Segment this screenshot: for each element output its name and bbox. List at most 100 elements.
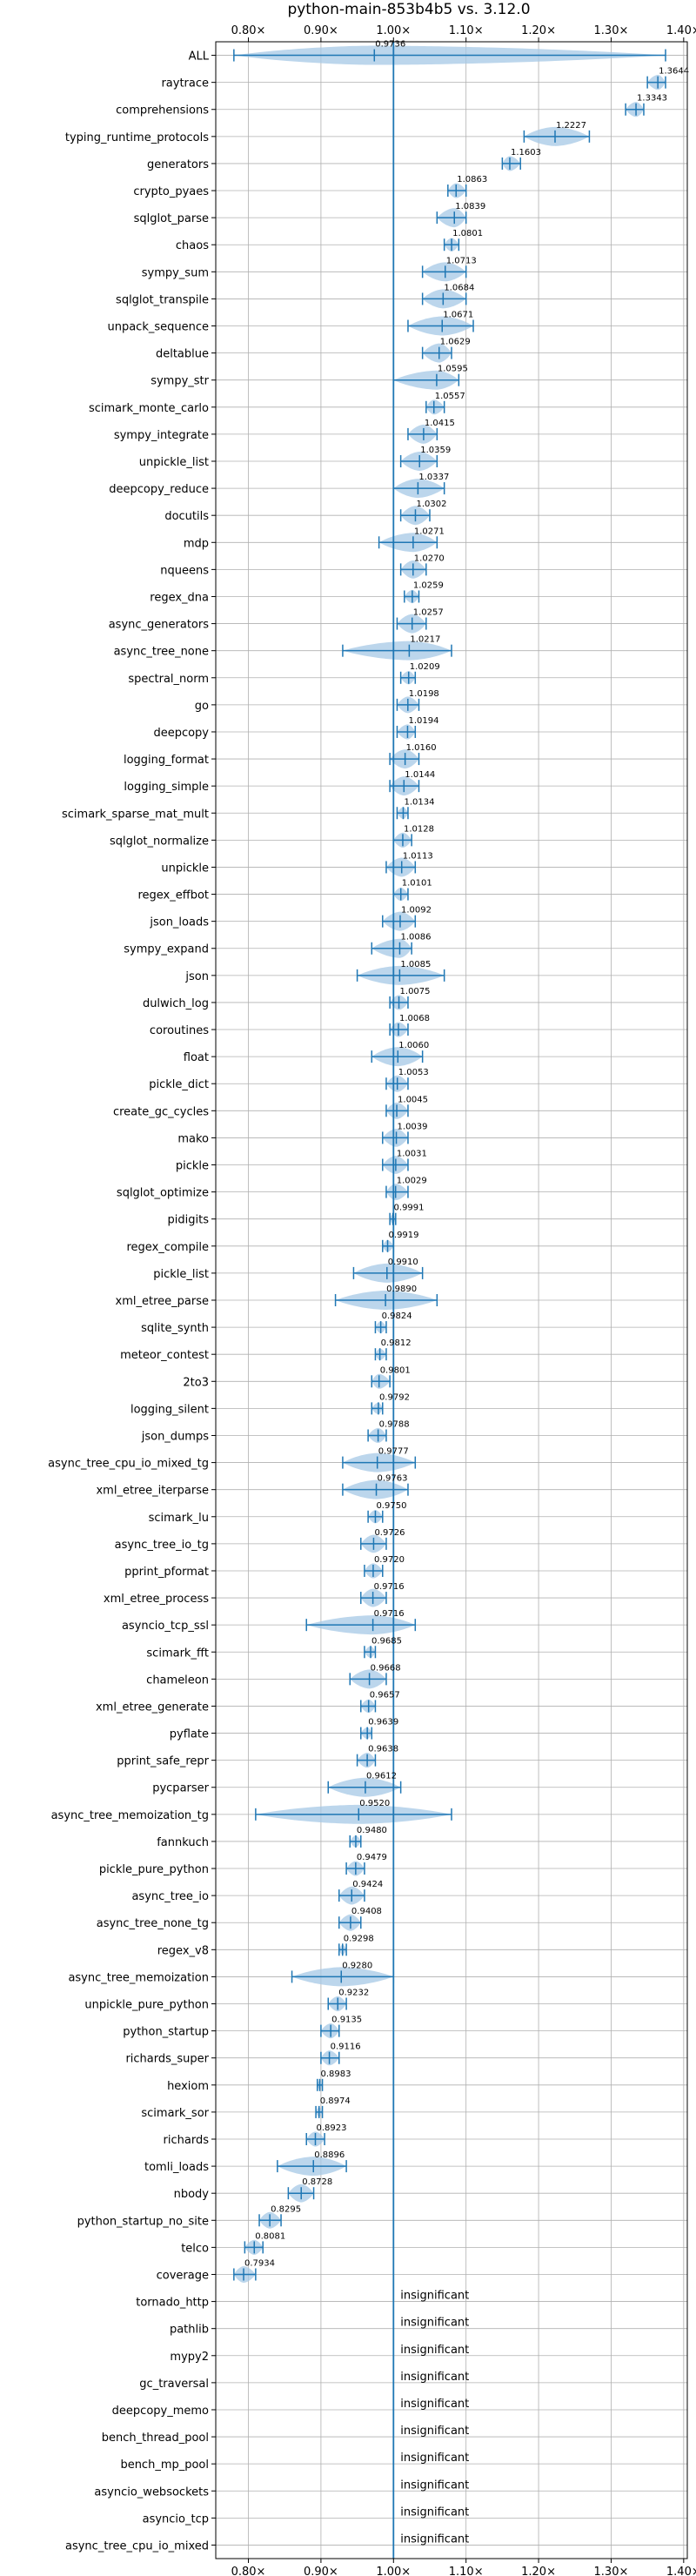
data-label: 0.9792 xyxy=(379,1392,410,1402)
plot-frame xyxy=(215,41,688,2559)
category-label: unpickle_list xyxy=(139,456,209,469)
category-label: pidigits xyxy=(168,1214,210,1227)
chart-title: python-main-853b4b5 vs. 3.12.0 xyxy=(287,1,530,18)
data-label: 1.0134 xyxy=(404,797,434,807)
category-label: bench_thread_pool xyxy=(102,2432,209,2445)
data-label: 0.9657 xyxy=(370,1690,400,1700)
category-label: pickle_pure_python xyxy=(99,1863,209,1876)
category-label: json_loads xyxy=(149,916,209,929)
category-label: scimark_fft xyxy=(146,1647,209,1660)
category-label: pickle_list xyxy=(153,1268,209,1281)
category-label: async_tree_io xyxy=(131,1890,209,1903)
category-label: sympy_sum xyxy=(142,266,209,279)
data-label: 1.0068 xyxy=(399,1014,430,1023)
data-label: 1.0713 xyxy=(446,256,477,265)
category-label: regex_effbot xyxy=(137,889,209,902)
data-label: 0.9910 xyxy=(388,1258,418,1267)
category-label: async_tree_cpu_io_mixed xyxy=(65,2539,209,2553)
category-label: regex_v8 xyxy=(157,1944,209,1957)
insignificant-label: insignificant xyxy=(400,2506,469,2519)
category-label: nqueens xyxy=(160,564,209,577)
category-label: crypto_pyaes xyxy=(133,185,209,198)
data-label: 1.0217 xyxy=(410,635,440,645)
category-label: xml_etree_generate xyxy=(96,1701,209,1714)
data-label: 1.0801 xyxy=(452,229,483,238)
category-label: hexiom xyxy=(167,2080,209,2093)
data-label: 0.9639 xyxy=(368,1718,398,1727)
category-label: typing_runtime_protocols xyxy=(65,131,209,144)
category-label: regex_dna xyxy=(150,591,209,604)
data-label: 0.9520 xyxy=(359,1799,390,1808)
data-label: 0.9750 xyxy=(376,1501,406,1511)
category-label: pprint_pformat xyxy=(124,1566,209,1579)
data-label: 1.0415 xyxy=(425,419,455,428)
category-label: xml_etree_parse xyxy=(116,1295,209,1308)
category-label: tomli_loads xyxy=(144,2161,209,2174)
category-label: async_tree_none xyxy=(114,646,209,659)
data-label: 1.3644 xyxy=(659,67,689,77)
category-label: deepcopy xyxy=(153,727,209,740)
category-label: sqlglot_parse xyxy=(134,212,209,225)
category-label: docutils xyxy=(164,510,209,523)
data-label: 1.0075 xyxy=(400,987,431,996)
data-label: 1.2227 xyxy=(556,121,586,131)
data-label: 0.9991 xyxy=(394,1204,425,1213)
data-label: 0.9788 xyxy=(379,1419,410,1429)
data-label: 1.0029 xyxy=(397,1177,427,1186)
category-label: tornado_http xyxy=(136,2297,209,2310)
data-label: 1.0045 xyxy=(398,1095,428,1104)
category-label: json_dumps xyxy=(141,1430,209,1443)
data-label: 0.9479 xyxy=(357,1853,387,1862)
category-label: comprehensions xyxy=(116,104,209,117)
category-label: sqlglot_normalize xyxy=(110,835,209,848)
category-label: meteor_contest xyxy=(120,1349,209,1362)
data-label: 1.1603 xyxy=(511,148,541,158)
insignificant-label: insignificant xyxy=(400,2371,469,2384)
category-label: async_generators xyxy=(109,619,210,632)
data-label: 1.0039 xyxy=(398,1122,428,1131)
data-label: 0.9408 xyxy=(351,1907,382,1916)
data-label: 1.0128 xyxy=(404,824,434,834)
data-label: 0.9668 xyxy=(371,1663,401,1673)
category-label: unpickle_pure_python xyxy=(84,1999,209,2012)
data-label: 0.9480 xyxy=(357,1826,387,1835)
data-label: 1.0198 xyxy=(409,689,439,699)
data-label: 1.0092 xyxy=(401,906,432,916)
category-label: scimark_monte_carlo xyxy=(89,402,209,415)
data-label: 1.0557 xyxy=(435,392,465,401)
data-label: 1.0101 xyxy=(402,879,432,889)
category-label: pprint_safe_repr xyxy=(117,1755,209,1768)
category-label: logging_format xyxy=(124,754,209,767)
data-label: 0.9890 xyxy=(386,1285,417,1294)
data-label: 0.9638 xyxy=(368,1745,398,1754)
data-label: 0.8081 xyxy=(255,2231,285,2241)
data-label: 1.0194 xyxy=(408,716,438,726)
insignificant-label: insignificant xyxy=(400,2398,469,2411)
category-label: pyflate xyxy=(170,1728,209,1741)
category-label: sqlglot_optimize xyxy=(117,1187,209,1200)
x-axis-ticks: 0.80× 0.80× 0.90× 0.90× 1.00× 1.00× 1.10× 1.10×… xyxy=(211,24,696,2576)
insignificant-label: insignificant xyxy=(400,2425,469,2438)
insignificant-label: insignificant xyxy=(400,2290,469,2303)
x-tick-label-bottom: 1.30× xyxy=(594,2566,629,2576)
insignificant-label: insignificant xyxy=(400,2344,469,2357)
data-label: 0.9716 xyxy=(374,1609,405,1619)
data-label: 1.0595 xyxy=(438,365,468,374)
data-label: 1.0085 xyxy=(400,960,431,969)
data-label: 1.0684 xyxy=(444,283,474,292)
data-label: 1.0086 xyxy=(400,933,431,943)
x-tick-label-bottom: 1.00× xyxy=(376,2566,411,2576)
category-label: json xyxy=(184,970,209,983)
data-label: 0.9777 xyxy=(378,1447,409,1457)
category-labels: ALL raytrace comprehensions typing_runtime_… xyxy=(48,50,210,2553)
data-label: 0.8728 xyxy=(302,2177,332,2187)
data-label: 0.8896 xyxy=(314,2150,345,2160)
category-label: dulwich_log xyxy=(143,997,209,1010)
category-label: chaos xyxy=(176,239,209,252)
category-label: sqlglot_transpile xyxy=(116,293,209,306)
data-label: 0.8295 xyxy=(271,2204,301,2214)
data-label: 0.9919 xyxy=(389,1231,419,1240)
x-tick-label-bottom: 1.20× xyxy=(521,2566,556,2576)
category-label: sympy_integrate xyxy=(114,429,209,442)
